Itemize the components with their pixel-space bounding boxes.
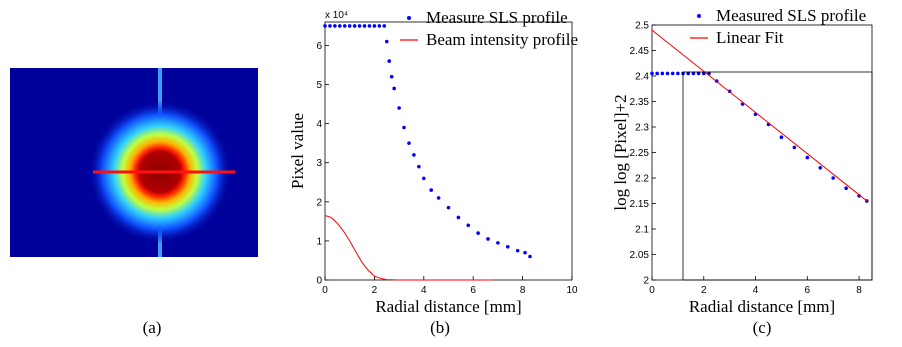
point: [373, 24, 377, 28]
axes-box: [325, 22, 572, 280]
x-tick-label: 0: [322, 285, 328, 296]
y-tick-label: 2: [316, 197, 322, 208]
point: [671, 72, 675, 76]
point: [528, 255, 532, 259]
point: [333, 24, 337, 28]
caption: (c): [753, 318, 772, 337]
y-tick-label: 0: [316, 276, 322, 287]
y-tick-label: 2.1: [635, 225, 649, 236]
x-axis-label: Radial distance [mm]: [375, 297, 521, 316]
point: [523, 251, 527, 255]
point: [407, 141, 411, 145]
point: [323, 24, 327, 28]
point: [655, 72, 659, 76]
y-tick-label: 2.4: [635, 72, 649, 83]
y-tick-label: 2.05: [630, 250, 650, 261]
point: [516, 249, 520, 253]
point: [844, 186, 848, 190]
caption: (a): [143, 318, 162, 337]
image-panel: (a): [10, 68, 258, 337]
legend-marker: [407, 16, 411, 20]
y-tick-label: 5: [316, 80, 322, 91]
legend-label: Measured SLS profile: [716, 6, 866, 25]
x-tick-label: 8: [856, 285, 862, 296]
axes-box: [652, 25, 872, 280]
y-tick-label: 1: [316, 236, 322, 247]
x-tick-label: 10: [566, 285, 578, 296]
point: [437, 196, 441, 200]
y-tick-label: 3: [316, 158, 322, 169]
point: [506, 245, 510, 249]
y-axis-label: Pixel value: [288, 113, 307, 189]
point: [328, 24, 332, 28]
point: [496, 241, 500, 245]
x-tick-label: 2: [372, 285, 378, 296]
point: [650, 72, 654, 76]
point: [385, 40, 389, 44]
point: [402, 126, 406, 130]
point: [382, 24, 386, 28]
point: [429, 188, 433, 192]
x-tick-label: 0: [649, 285, 655, 296]
y-tick-label: 2.2: [635, 174, 649, 185]
point: [831, 176, 835, 180]
point: [363, 24, 367, 28]
y-tick-label: 2.25: [630, 148, 650, 159]
point: [457, 216, 461, 220]
point: [397, 106, 401, 110]
y-axis-label: log log [Pixel]+2: [611, 94, 630, 210]
point: [466, 223, 470, 227]
point: [390, 75, 394, 79]
x-axis-label: Radial distance [mm]: [689, 297, 835, 316]
point: [353, 24, 357, 28]
x-tick-label: 8: [520, 285, 526, 296]
caption: (b): [430, 318, 450, 337]
y-multiplier: x 10⁴: [325, 10, 348, 21]
x-tick-label: 2: [701, 285, 707, 296]
point: [412, 153, 416, 157]
point: [486, 237, 490, 241]
x-tick-label: 4: [421, 285, 427, 296]
y-tick-label: 6: [316, 41, 322, 52]
point: [805, 156, 809, 160]
x-tick-label: 4: [753, 285, 759, 296]
point: [338, 24, 342, 28]
x-tick-label: 6: [470, 285, 476, 296]
point: [447, 206, 451, 210]
y-tick-label: 2.45: [630, 46, 650, 57]
y-tick-label: 2.5: [635, 21, 649, 32]
point: [358, 24, 362, 28]
point: [348, 24, 352, 28]
point: [666, 72, 670, 76]
legend-marker: [697, 14, 701, 18]
x-tick-label: 6: [805, 285, 811, 296]
point: [392, 87, 396, 91]
y-tick-label: 2.35: [630, 97, 650, 108]
point: [368, 24, 372, 28]
point: [676, 72, 680, 76]
point: [387, 59, 391, 63]
point: [417, 165, 421, 169]
legend-label: Measure SLS profile: [426, 8, 568, 27]
point: [343, 24, 347, 28]
legend-label: Linear Fit: [716, 28, 784, 47]
point: [818, 166, 822, 170]
figure: (a) 02468100123456x 10⁴Radial distance […: [0, 0, 902, 347]
point: [793, 146, 797, 150]
point: [378, 24, 382, 28]
point: [476, 231, 480, 235]
y-tick-label: 2.15: [630, 199, 650, 210]
point: [661, 72, 665, 76]
y-tick-label: 4: [316, 119, 322, 130]
point: [422, 177, 426, 181]
point: [780, 135, 784, 139]
y-tick-label: 2.3: [635, 123, 649, 134]
legend-label: Beam intensity profile: [426, 30, 578, 49]
y-tick-label: 2: [643, 276, 649, 287]
